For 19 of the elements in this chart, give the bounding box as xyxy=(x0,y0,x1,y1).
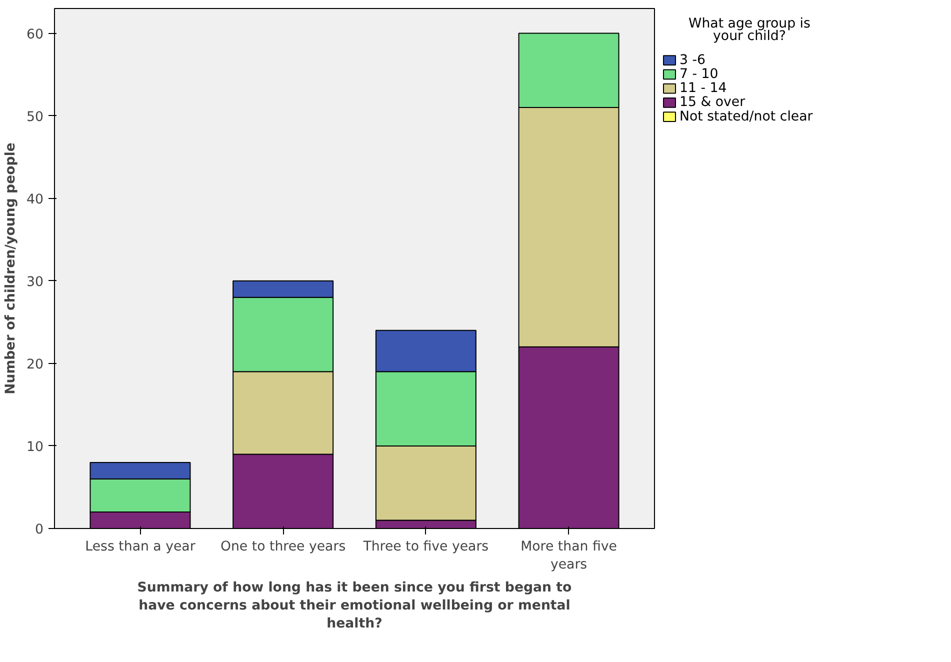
y-tick-label: 20 xyxy=(26,357,44,372)
x-tick-label: One to three years xyxy=(220,540,346,554)
x-axis-title: Summary of how long has it been since you first began to have concerns about their emotional wellbeing or mental health? xyxy=(137,580,572,632)
legend-label: 15 & over xyxy=(680,95,746,110)
legend-label: 11 - 14 xyxy=(680,81,727,96)
x-tick-label: Less than a year xyxy=(85,540,196,554)
y-tick-label: 10 xyxy=(26,440,44,455)
legend-title: What age group is your child? xyxy=(688,16,811,44)
y-tick-label: 30 xyxy=(26,274,44,290)
y-tick-label: 50 xyxy=(26,110,44,125)
y-tick-label: 40 xyxy=(26,192,44,208)
legend-label: 7 - 10 xyxy=(680,66,718,82)
y-tick-label: 60 xyxy=(26,27,44,42)
x-tick-label: More than five years xyxy=(520,540,617,572)
y-axis-title: Number of children/young people xyxy=(4,142,19,394)
legend-label: Not stated/not clear xyxy=(680,109,814,124)
y-tick-label: 0 xyxy=(35,522,44,538)
legend-label: 3 -6 xyxy=(680,52,706,68)
x-tick-label: Three to five years xyxy=(362,540,489,554)
